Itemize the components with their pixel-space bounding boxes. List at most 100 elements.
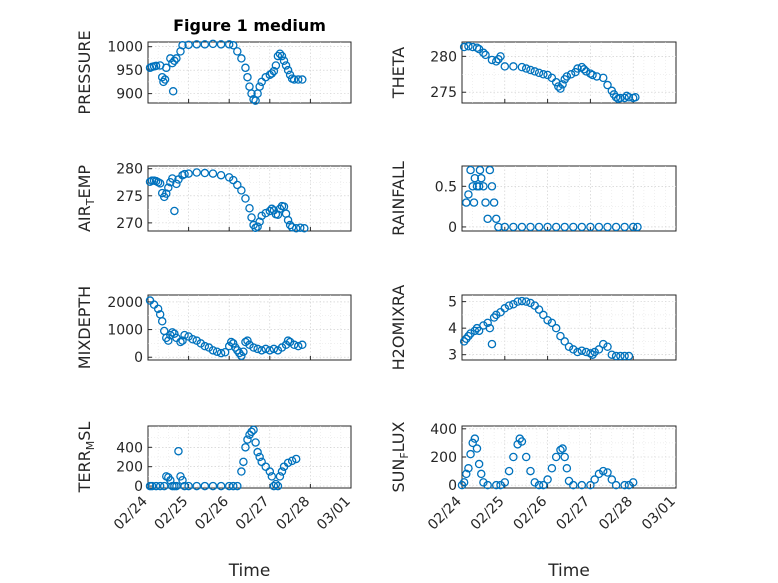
data-point <box>594 222 604 232</box>
data-point <box>603 222 612 232</box>
data-point <box>564 342 574 351</box>
data-point <box>504 466 514 476</box>
data-point <box>607 475 617 484</box>
subplot-pressure: 900 950 1000 PRESSURE Figure 1 medium <box>75 16 352 115</box>
data-point <box>277 51 287 61</box>
data-point <box>275 49 285 58</box>
data-point <box>233 180 242 190</box>
data-point <box>534 68 544 78</box>
data-point <box>470 326 480 336</box>
data-point <box>509 62 518 71</box>
data-point <box>569 222 578 232</box>
data-point <box>208 169 218 178</box>
x-axis-label: Time <box>228 561 271 581</box>
data-point <box>466 329 475 338</box>
data-point <box>271 479 281 489</box>
y-tick-label: 2000 <box>107 295 143 311</box>
data-point <box>543 222 552 232</box>
data-point <box>265 346 275 355</box>
data-point <box>573 347 582 357</box>
data-point <box>287 456 297 466</box>
data-point <box>174 446 183 456</box>
data-point <box>180 330 189 340</box>
x-tick-label: 02/25 <box>152 494 192 534</box>
data-point <box>586 349 595 358</box>
data-point <box>243 435 252 444</box>
data-point <box>172 54 181 63</box>
data-point <box>170 206 179 216</box>
data-point <box>573 64 582 73</box>
data-point <box>556 331 565 341</box>
y-tick-label: 200 <box>116 460 143 476</box>
data-point <box>569 480 578 490</box>
data-point <box>200 481 210 491</box>
data-point <box>474 182 484 191</box>
subplot-mixdepth: 0 1000 2000 MIXDEPTH <box>75 286 352 369</box>
data-point <box>598 339 608 349</box>
data-point <box>521 64 531 73</box>
data-point <box>192 481 201 491</box>
data-point <box>253 447 262 457</box>
data-point <box>459 337 469 346</box>
data-point <box>469 198 479 207</box>
data-point <box>500 304 510 313</box>
data-point <box>269 481 279 491</box>
data-point <box>283 458 293 468</box>
data-point <box>477 469 486 479</box>
subplot-terr-msl: 0 200 400 TERRMSL 02/24 02/25 02/26 02/27 02/28 0… <box>75 422 354 581</box>
data-point <box>483 480 492 490</box>
x-tick-label: 02/26 <box>192 493 232 533</box>
y-axis-label: TERRMSL <box>75 422 97 494</box>
x-tick-label: 02/26 <box>511 493 551 533</box>
data-point <box>300 224 309 233</box>
subplot-sun-flux: 0 200 400 SUNFLUX 02/24 02/25 02/26 02/27 02/28 0… <box>389 421 679 581</box>
data-point <box>184 40 193 50</box>
data-point <box>178 336 187 345</box>
data-point <box>257 346 266 355</box>
data-point <box>466 449 475 459</box>
data-point <box>233 47 242 56</box>
data-point <box>237 54 246 63</box>
data-point <box>188 335 197 344</box>
y-tick-label: 1000 <box>107 323 143 339</box>
data-point <box>229 41 238 50</box>
subplot-air-temp: 270 275 280 AIRTEMP <box>75 162 352 233</box>
data-point <box>481 198 490 207</box>
data-point <box>157 317 167 326</box>
data-point <box>509 222 518 232</box>
y-tick-label: 400 <box>430 422 457 438</box>
data-point <box>241 63 250 73</box>
subplot-h2omixra: 3 4 5 H2OMIXRA <box>389 285 677 370</box>
data-point <box>229 339 238 348</box>
data-point <box>464 464 473 473</box>
data-point <box>291 224 301 233</box>
data-point <box>170 56 179 66</box>
data-point <box>239 347 248 356</box>
data-point <box>249 94 258 104</box>
data-point <box>566 70 576 79</box>
data-point <box>526 298 535 308</box>
data-point <box>216 170 226 180</box>
data-point <box>247 427 256 437</box>
data-point <box>594 469 604 479</box>
data-point <box>147 481 157 491</box>
data-point <box>462 469 471 479</box>
data-point <box>628 222 638 232</box>
data-point <box>283 336 293 345</box>
data-point <box>543 70 552 80</box>
y-tick-label: 400 <box>116 440 143 456</box>
data-point <box>289 340 299 350</box>
data-point <box>212 347 222 356</box>
data-point <box>526 65 535 75</box>
data-point <box>168 174 177 183</box>
data-point <box>489 198 499 207</box>
data-point <box>496 480 505 490</box>
data-point <box>261 208 270 218</box>
y-tick-label: 280 <box>116 162 143 178</box>
y-tick-label: 0 <box>134 350 143 366</box>
data-point <box>298 340 307 350</box>
data-point <box>267 204 277 214</box>
data-point <box>192 168 201 177</box>
data-point <box>594 345 604 354</box>
